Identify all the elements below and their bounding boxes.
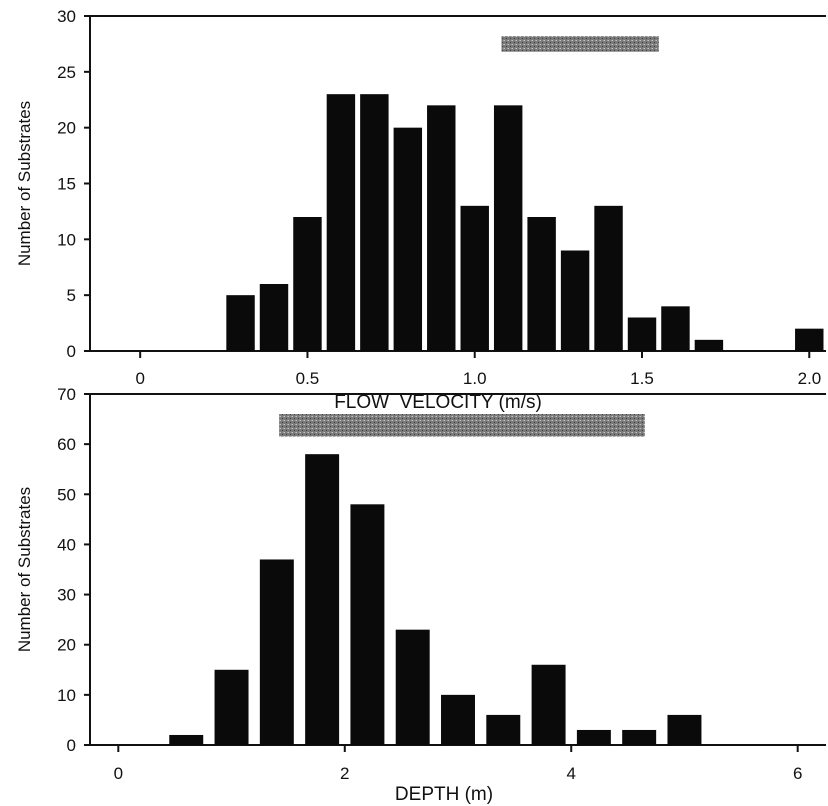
y-tick-label: 30 — [57, 7, 76, 26]
y-axis-title: Number of Substrates — [15, 101, 34, 266]
bar — [350, 504, 385, 745]
y-tick-label: 40 — [57, 535, 76, 554]
bar — [226, 295, 255, 351]
bar — [527, 217, 556, 351]
bar — [694, 339, 724, 351]
bar — [259, 284, 289, 351]
x-axis-title: FLOW VELOCITY (m/s) — [334, 392, 542, 413]
bar — [169, 734, 204, 745]
bar — [259, 559, 294, 745]
bar — [427, 105, 456, 351]
y-tick-label: 10 — [57, 230, 76, 249]
bar — [305, 454, 340, 745]
bar — [326, 94, 356, 352]
x-tick-label: 1.0 — [463, 369, 487, 388]
bar — [486, 714, 521, 745]
y-tick-label: 20 — [57, 119, 76, 138]
y-axis-title: Number of Substrates — [15, 487, 34, 652]
x-tick-label: 2.0 — [798, 369, 822, 388]
bar — [531, 664, 566, 745]
y-tick-label: 15 — [57, 175, 76, 194]
velocity-chart: 0 5 10 15 20 25 30 0 0.5 1.0 1.5 2.0 FLOW VELOCITY (… — [15, 7, 826, 413]
bar — [667, 714, 702, 745]
bar — [441, 694, 475, 745]
bar — [393, 127, 423, 352]
bar — [594, 205, 623, 351]
bar — [627, 317, 657, 351]
bar — [661, 306, 690, 351]
x-tick-label: 6 — [793, 764, 802, 783]
x-tick-label: 1.5 — [630, 369, 654, 388]
y-tick-label: 30 — [57, 586, 76, 605]
range-band — [279, 414, 645, 437]
y-tick-label: 70 — [57, 385, 76, 404]
x-tick-label: 0.5 — [296, 369, 320, 388]
bar — [395, 629, 430, 745]
y-tick-label: 10 — [57, 686, 76, 705]
bar — [493, 105, 523, 351]
bar — [460, 205, 489, 351]
y-tick-label: 20 — [57, 636, 76, 655]
bar — [360, 94, 389, 352]
x-tick-label: 4 — [566, 764, 575, 783]
bar — [795, 328, 824, 351]
x-tick-label: 0 — [114, 764, 123, 783]
x-axis-title: DEPTH (m) — [395, 784, 493, 805]
bar — [622, 729, 657, 745]
y-tick-label: 50 — [57, 485, 76, 504]
bar — [214, 669, 249, 745]
y-tick-label: 0 — [67, 342, 76, 361]
bar — [560, 250, 590, 351]
y-tick-label: 0 — [67, 736, 76, 755]
bar — [576, 729, 611, 745]
y-tick-label: 5 — [67, 286, 76, 305]
bar — [293, 217, 322, 351]
y-tick-label: 60 — [57, 435, 76, 454]
x-tick-label: 0 — [135, 369, 144, 388]
x-tick-label: 2 — [340, 764, 349, 783]
depth-chart: 0 10 20 30 40 50 60 70 0 2 4 6 DEPTH (m) Number of Su… — [15, 385, 826, 805]
range-band — [501, 36, 659, 52]
y-tick-label: 25 — [57, 63, 76, 82]
